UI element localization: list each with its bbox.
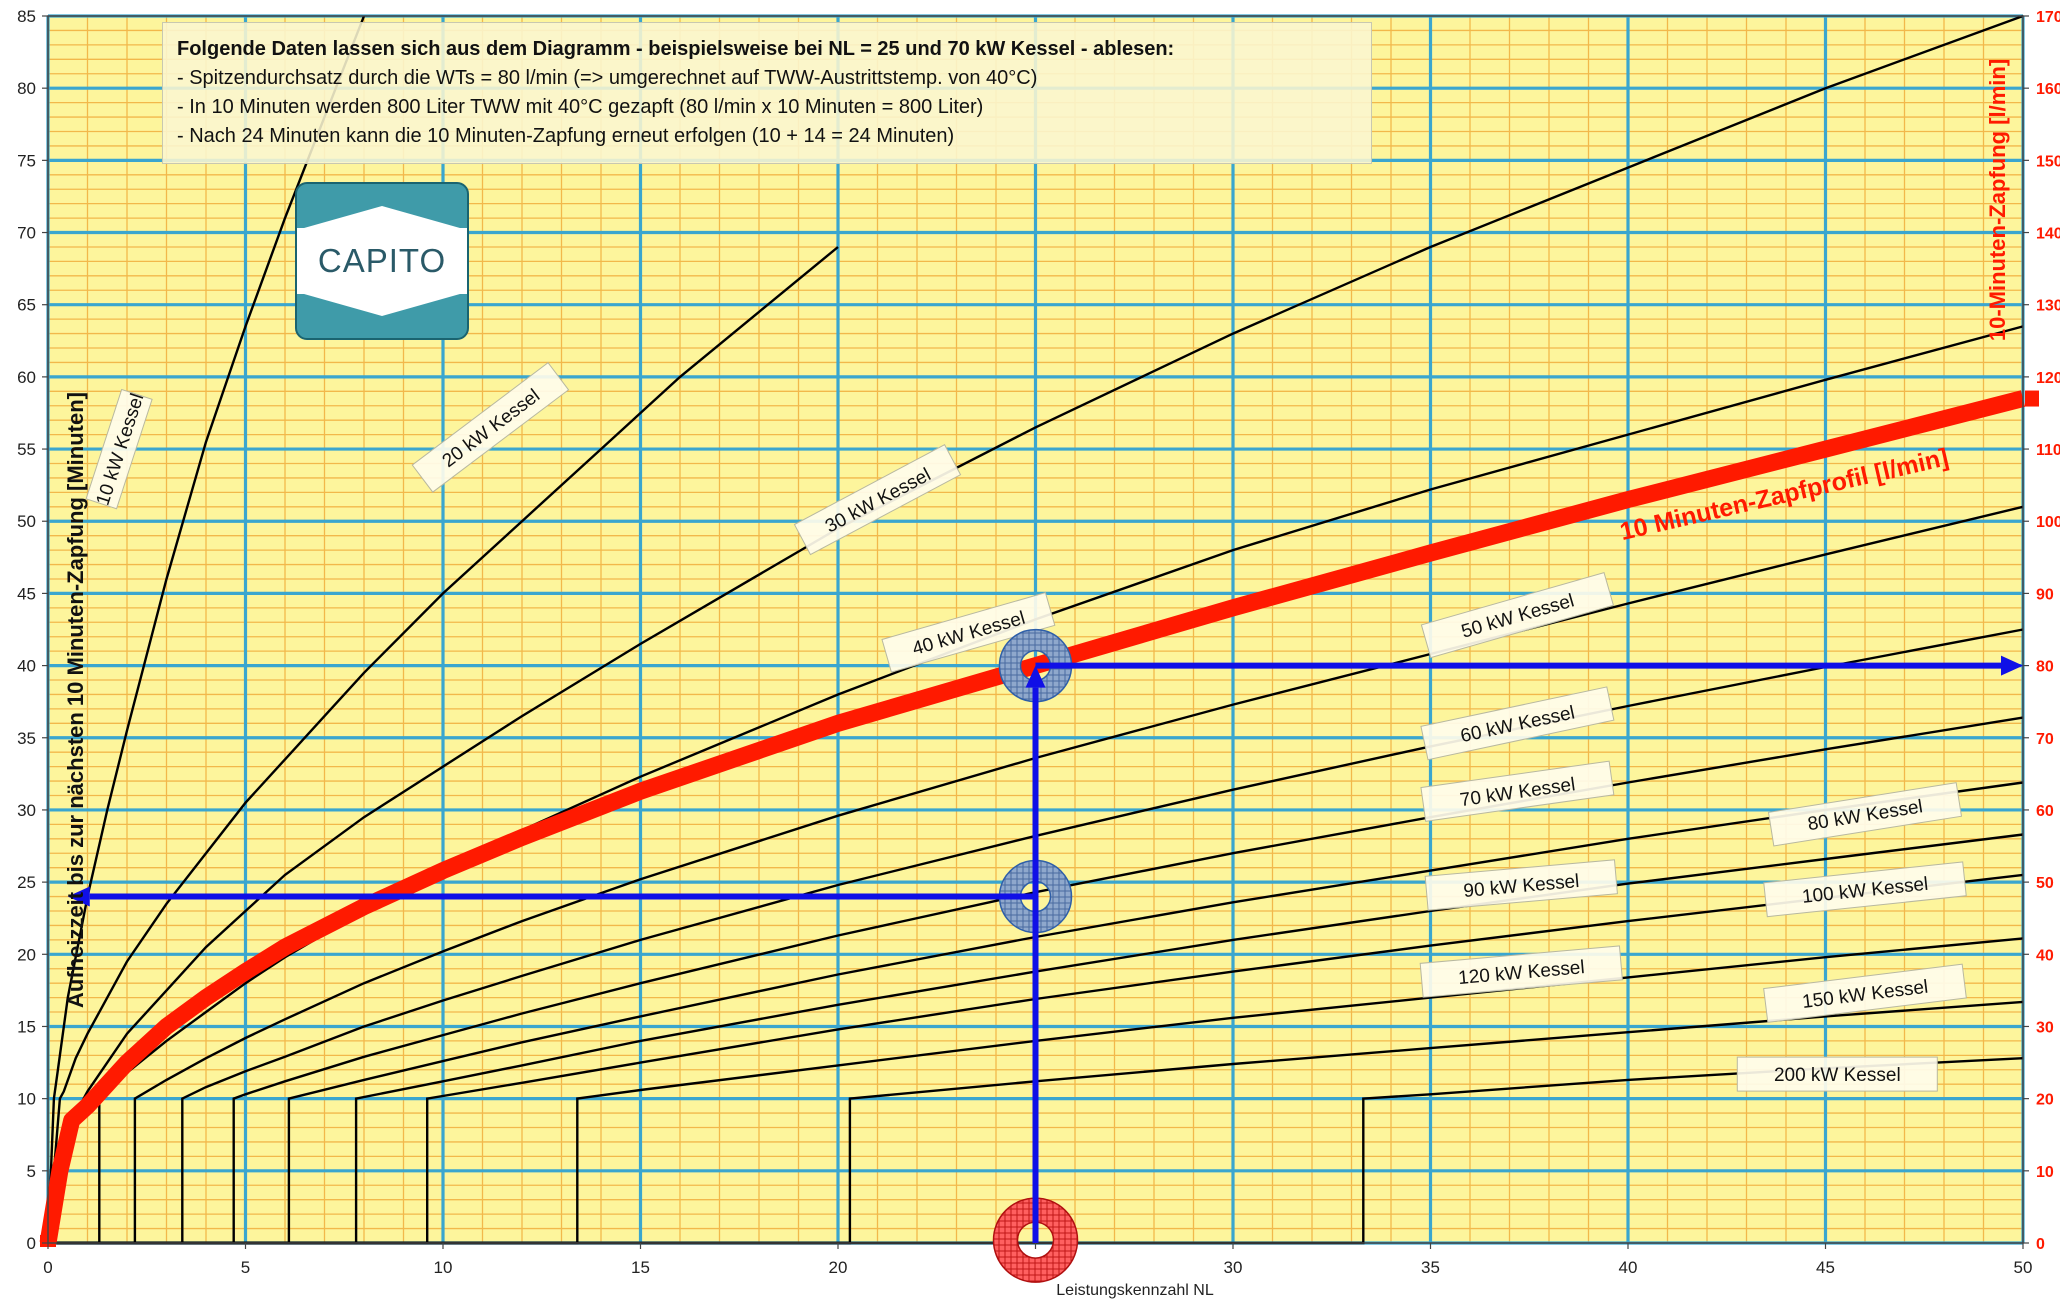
y2-tick-label: 120 [2036,370,2060,387]
y-tick-label: 30 [17,801,36,820]
curve-label-box [881,592,1056,673]
y-tick-label: 5 [27,1162,36,1181]
y-tick-label: 0 [27,1234,36,1253]
curve-label-box [1763,963,1967,1023]
y2-tick-label: 130 [2036,298,2060,315]
arrow-left-24 [67,886,1036,907]
y2-tick-label: 0 [2036,1236,2045,1253]
x-tick-label: 0 [43,1258,52,1277]
curve-label-box [1767,782,1963,847]
logo-chevron-down [297,292,467,316]
curve-label-box [411,361,570,493]
y-tick-label: 45 [17,584,36,603]
curve-label-box [1419,945,1623,998]
info-line: - Nach 24 Minuten kann die 10 Minuten-Za… [177,125,955,147]
arrow-head [2001,655,2023,676]
arrow-up-nl25 [1025,665,1046,1243]
info-line: - Spitzendurchsatz durch die WTs = 80 l/… [177,67,1038,89]
y-tick-label: 60 [17,368,36,387]
y-tick-label: 20 [17,945,36,964]
x-axis-label: Leistungskennzahl NL [1056,1282,1214,1299]
y2-tick-label: 70 [2036,731,2054,748]
y2-tick-label: 90 [2036,586,2054,603]
y2-tick-label: 30 [2036,1019,2054,1036]
x-tick-label: 50 [2014,1258,2033,1277]
curve-label: 100 kW Kessel [1763,861,1967,918]
markers [67,628,2023,1283]
x-tick-label: 30 [1224,1258,1243,1277]
logo-band: CAPITO [297,228,467,294]
curve-label: 90 kW Kessel [1424,859,1618,911]
x-tick-label: 20 [829,1258,848,1277]
y2-tick-label: 20 [2036,1092,2054,1109]
kessel-curve [48,1000,2024,1245]
logo-chevron-up [297,206,467,230]
x-tick-label: 40 [1619,1258,1638,1277]
y2-tick-label: 10 [2036,1164,2054,1181]
arrow-head [67,886,90,907]
x-tick-label: 45 [1816,1258,1835,1277]
x-tick-label: 10 [434,1258,453,1277]
y-tick-label: 35 [17,729,36,748]
curve-label-box [1420,571,1615,659]
curve-label-box [1763,861,1967,918]
curve-label: 80 kW Kessel [1767,782,1963,847]
profile-end-marker [2025,390,2039,407]
y2-tick-label: 110 [2036,442,2060,459]
y2-tick-label: 100 [2036,514,2060,531]
y-tick-label: 80 [17,79,36,98]
y-tick-label: 25 [17,873,36,892]
curve-label: 70 kW Kessel [1420,760,1615,822]
curve-label: 200 kW Kessel [1736,1056,1938,1092]
y2-axis-label: 10-Minuten-Zapfung [l/min] [1985,59,2010,341]
kessel-curve [46,14,2024,1244]
y-tick-label: 40 [17,657,36,676]
y2-tick-label: 40 [2036,947,2054,964]
y-tick-label: 15 [17,1017,36,1036]
y-tick-label: 85 [17,7,36,26]
kessel-curve [46,15,366,1244]
y2-tick-label: 80 [2036,659,2054,676]
profile-curve [39,390,2026,1245]
x-tick-label: 15 [631,1258,650,1277]
y-tick-label: 75 [17,151,36,170]
info-box: Folgende Daten lassen sich aus dem Diagr… [162,22,1372,164]
arrow-right-80 [1035,655,2023,676]
y2-tick-label: 160 [2036,81,2060,98]
curve-label-box [85,388,153,510]
info-line: - In 10 Minuten werden 800 Liter TWW mit… [177,96,984,118]
kessel-curve [48,873,2024,1245]
curves [39,14,2039,1247]
y2-tick-label: 50 [2036,875,2054,892]
curve-label-box [1736,1056,1938,1092]
y-axis-label: Aufheizzeit bis zur nächsten 10 Minuten-… [63,392,88,1008]
y2-tick-label: 170 [2036,9,2060,26]
y2-tick-label: 140 [2036,226,2060,243]
curve-label-box [1424,859,1618,911]
curve-label-text: 200 kW Kessel [1774,1065,1901,1086]
y-tick-label: 50 [17,512,36,531]
y2-tick-label: 60 [2036,803,2054,820]
curve-label-box [1420,686,1615,761]
curve-label: 120 kW Kessel [1419,945,1623,998]
x-tick-label: 35 [1421,1258,1440,1277]
y-tick-label: 65 [17,296,36,315]
curve-label-box [1420,760,1615,822]
kessel-curve [48,781,2024,1245]
capito-logo: CAPITO [295,182,469,340]
kessel-curve [48,833,2024,1245]
y2-tick-label: 150 [2036,153,2060,170]
kessel-curve [46,246,839,1244]
arrow-head [1025,665,1046,688]
y-tick-label: 10 [17,1090,36,1109]
logo-text: CAPITO [317,242,447,279]
curve-label-box [793,444,962,556]
y-tick-label: 70 [17,224,36,243]
axes: 0 5 10 15 20 25 30 35 40 45 5005101520253035404550… [17,7,2060,1277]
x-tick-label: 5 [241,1258,250,1277]
info-heading: Folgende Daten lassen sich aus dem Diagr… [177,38,1175,60]
y-tick-label: 55 [17,440,36,459]
